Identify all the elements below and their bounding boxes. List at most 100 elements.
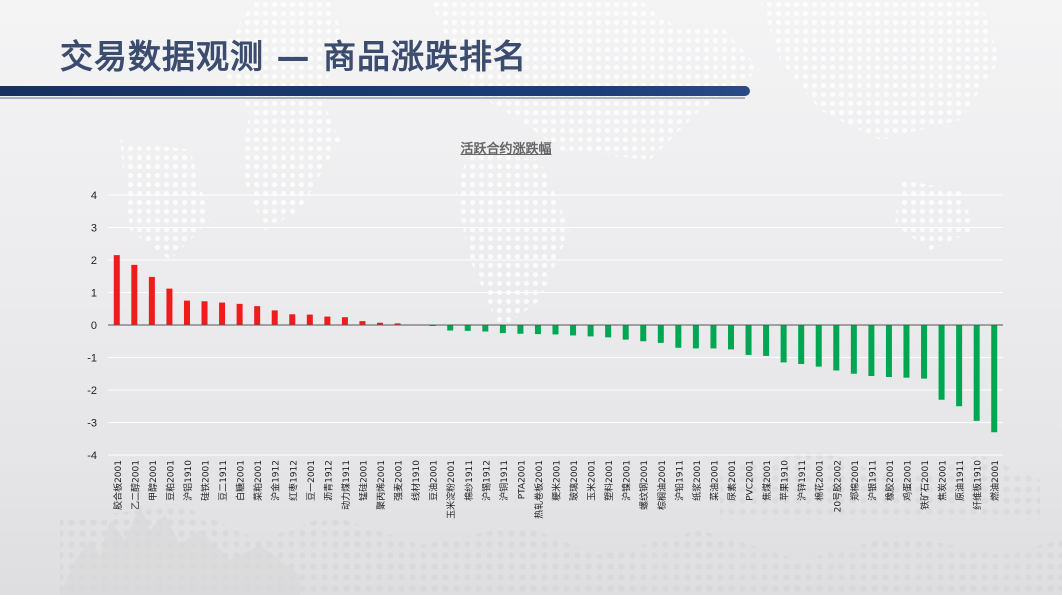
bar-强麦2001 xyxy=(394,323,401,325)
bar-热轧卷板2001 xyxy=(534,325,541,335)
bar-燃油2001 xyxy=(991,325,998,433)
x-tick-label: 沪铅1911 xyxy=(673,460,685,501)
bar-沪锌1911 xyxy=(798,325,805,364)
chart-title: 活跃合约涨跌幅 xyxy=(460,142,552,157)
bar-铁矿石2001 xyxy=(921,325,928,379)
bar-沪铝1910 xyxy=(183,300,190,325)
x-tick-label: 甲醇2001 xyxy=(147,460,159,501)
x-tick-label: 玉米淀粉2001 xyxy=(445,460,457,519)
bar-豆一2001 xyxy=(306,314,313,325)
x-tick-label: 尿素2001 xyxy=(726,460,738,501)
x-tick-label: 纤维板1910 xyxy=(972,460,984,510)
page-title: 交易数据观测 — 商品涨跌排名 xyxy=(60,37,527,76)
x-tick-label: 聚丙烯2001 xyxy=(375,460,387,510)
x-tick-label: 动力煤1911 xyxy=(340,460,352,510)
bar-沥青1912 xyxy=(324,316,331,325)
bar-沪锡1912 xyxy=(482,325,489,332)
bar-白糖2001 xyxy=(236,303,243,325)
bar-塑料2001 xyxy=(605,325,612,338)
chart-gridlines xyxy=(108,194,1003,456)
bar-乙二醇2001 xyxy=(131,264,138,325)
bar-沪金1912 xyxy=(271,310,278,325)
chart-bars xyxy=(113,255,998,433)
bar-锰硅2001 xyxy=(359,321,366,325)
x-tick-label: 塑料2001 xyxy=(603,460,615,501)
x-tick-label: 热轧卷板2001 xyxy=(533,460,545,519)
x-tick-label: 菜粕2001 xyxy=(252,460,264,501)
x-tick-label: 燃油2001 xyxy=(989,460,1001,501)
y-tick-label: -2 xyxy=(87,385,97,397)
x-tick-label: PVC2001 xyxy=(746,460,756,501)
x-tick-label: 沪铝1910 xyxy=(182,460,194,501)
x-tick-label: 沪锡1912 xyxy=(480,460,492,501)
bar-螺纹钢2001 xyxy=(640,325,647,342)
x-tick-label: 粳米2001 xyxy=(551,460,563,501)
bar-苹果1910 xyxy=(780,325,787,363)
x-tick-label: 沪金1912 xyxy=(270,460,282,501)
bar-胶合板2001 xyxy=(113,255,120,325)
bar-PVC2001 xyxy=(745,325,752,355)
x-tick-label: 棉纱1911 xyxy=(463,460,475,501)
y-tick-label: 0 xyxy=(91,320,97,332)
x-tick-label: 20号胶2002 xyxy=(831,460,843,512)
y-tick-label: 1 xyxy=(91,288,97,300)
bar-菜粕2001 xyxy=(254,306,261,325)
x-tick-label: 豆粕2001 xyxy=(164,460,176,501)
bar-玉米淀粉2001 xyxy=(447,325,454,331)
x-tick-label: PTA2001 xyxy=(517,460,527,499)
bar-玻璃2001 xyxy=(570,325,577,336)
bar-棉花2001 xyxy=(815,325,822,367)
x-tick-label: 豆二1911 xyxy=(218,460,229,501)
x-tick-label: 沪铜1911 xyxy=(498,460,510,501)
bar-棕榈油2001 xyxy=(657,325,664,343)
bar-豆粕2001 xyxy=(166,288,173,325)
bar-原油1911 xyxy=(956,325,963,407)
bar-沪铅1911 xyxy=(675,325,682,348)
bar-焦煤2001 xyxy=(763,325,770,356)
bar-棉纱1911 xyxy=(464,325,471,331)
x-tick-label: 线材1910 xyxy=(410,460,422,501)
bar-硅铁2001 xyxy=(201,301,208,325)
x-tick-label: 豆一2001 xyxy=(306,460,317,501)
bar-红枣1912 xyxy=(289,314,296,325)
y-tick-label: 3 xyxy=(91,223,97,235)
bar-玉米2001 xyxy=(587,325,594,337)
y-tick-label: -1 xyxy=(87,353,97,365)
x-tick-label: 铁矿石2001 xyxy=(919,460,931,510)
x-tick-label: 玉米2001 xyxy=(586,460,598,501)
x-tick-label: 棕榈油2001 xyxy=(656,460,668,510)
title-underline-accent xyxy=(0,97,745,99)
x-tick-label: 纸浆2001 xyxy=(691,460,703,501)
x-tick-label: 锰硅2001 xyxy=(357,460,369,501)
x-tick-label: 沪银1911 xyxy=(866,460,878,501)
bar-菜油2001 xyxy=(710,325,717,349)
bar-沪银1911 xyxy=(868,325,875,377)
bar-纸浆2001 xyxy=(692,325,699,349)
x-tick-label: 沪镍2001 xyxy=(621,460,633,501)
bar-鸡蛋2001 xyxy=(903,325,910,378)
x-tick-label: 硅铁2001 xyxy=(200,460,212,501)
x-tick-label: 焦煤2001 xyxy=(761,460,773,501)
x-tick-label: 玻璃2001 xyxy=(568,460,580,501)
bar-20号胶2002 xyxy=(833,325,840,371)
title-underline-bar xyxy=(0,86,750,96)
bar-动力煤1911 xyxy=(341,317,348,325)
x-tick-label: 乙二醇2001 xyxy=(129,460,141,510)
bar-郑棉2001 xyxy=(850,325,857,374)
bar-纤维板1910 xyxy=(973,325,980,421)
x-tick-label: 郑棉2001 xyxy=(849,460,861,501)
x-axis-labels: 胶合板2001 乙二醇2001 甲醇2001 豆粕2001 沪铝1910 硅铁2001 豆二… xyxy=(112,460,1001,519)
y-tick-label: 2 xyxy=(91,255,97,267)
x-tick-label: 沥青1912 xyxy=(322,460,334,501)
x-tick-label: 原油1911 xyxy=(954,460,966,501)
x-tick-label: 焦炭2001 xyxy=(937,460,949,501)
x-tick-label: 白糖2001 xyxy=(235,460,247,501)
x-tick-label: 螺纹钢2001 xyxy=(638,460,650,510)
x-tick-label: 红枣1912 xyxy=(287,460,299,501)
y-tick-label: -4 xyxy=(87,450,97,462)
x-tick-label: 菜油2001 xyxy=(708,460,720,501)
bar-粳米2001 xyxy=(552,325,559,335)
y-axis: 4 3 2 1 0 -1 -2 -3 -4 xyxy=(87,190,97,462)
x-tick-label: 棉花2001 xyxy=(814,460,826,501)
